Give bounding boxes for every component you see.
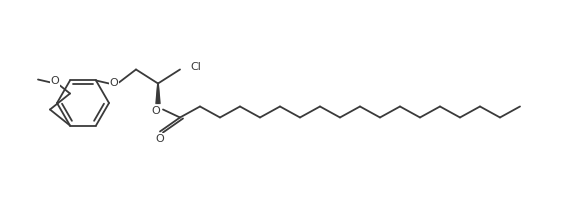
- Text: O: O: [110, 79, 118, 89]
- Text: O: O: [51, 75, 60, 85]
- Text: Cl: Cl: [190, 62, 201, 72]
- Text: O: O: [155, 134, 164, 144]
- Text: O: O: [151, 106, 160, 116]
